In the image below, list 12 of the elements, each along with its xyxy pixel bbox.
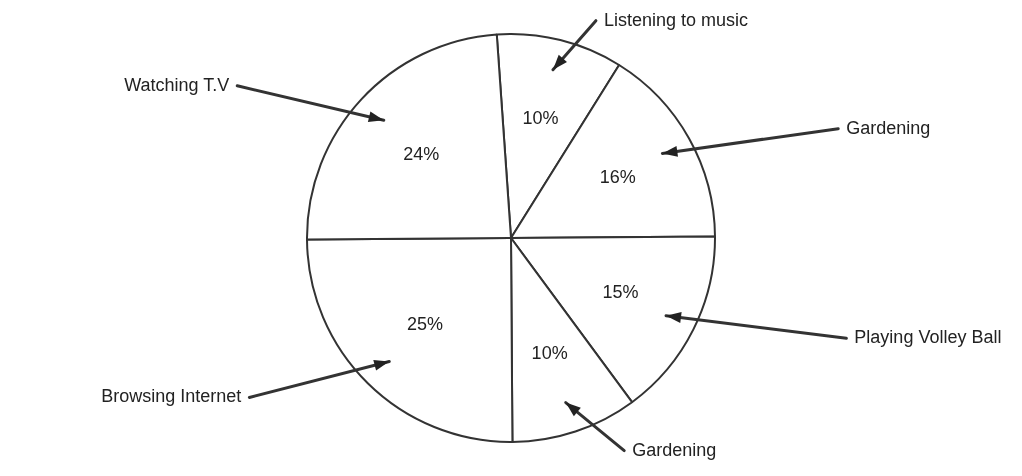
data-label: 15% <box>602 281 639 302</box>
slice-label: Playing Volley Ball <box>854 327 1002 348</box>
slice-label: Watching T.V <box>124 74 230 95</box>
slice-label: Listening to music <box>603 9 748 30</box>
data-label: 10% <box>531 343 568 364</box>
data-label: 24% <box>403 143 440 164</box>
slice-label: Browsing Internet <box>101 386 242 407</box>
slice-label: Gardening <box>632 439 717 460</box>
data-label: 10% <box>522 108 559 129</box>
slice-label: Gardening <box>846 117 931 138</box>
data-label: 16% <box>599 167 636 188</box>
data-label: 25% <box>407 314 444 335</box>
